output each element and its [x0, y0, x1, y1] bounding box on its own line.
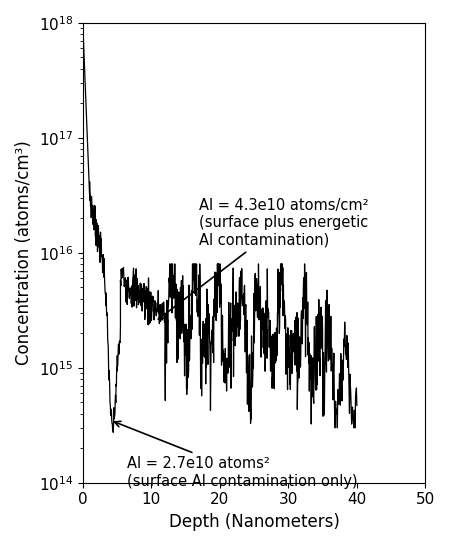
X-axis label: Depth (Nanometers): Depth (Nanometers) — [169, 513, 339, 531]
Text: Al = 2.7e10 atoms²
(surface Al contamination only): Al = 2.7e10 atoms² (surface Al contamina… — [114, 422, 358, 489]
Text: Al = 4.3e10 atoms/cm²
(surface plus energetic
Al contamination): Al = 4.3e10 atoms/cm² (surface plus ener… — [158, 198, 369, 319]
Y-axis label: Concentration (atoms/cm³): Concentration (atoms/cm³) — [15, 140, 33, 365]
